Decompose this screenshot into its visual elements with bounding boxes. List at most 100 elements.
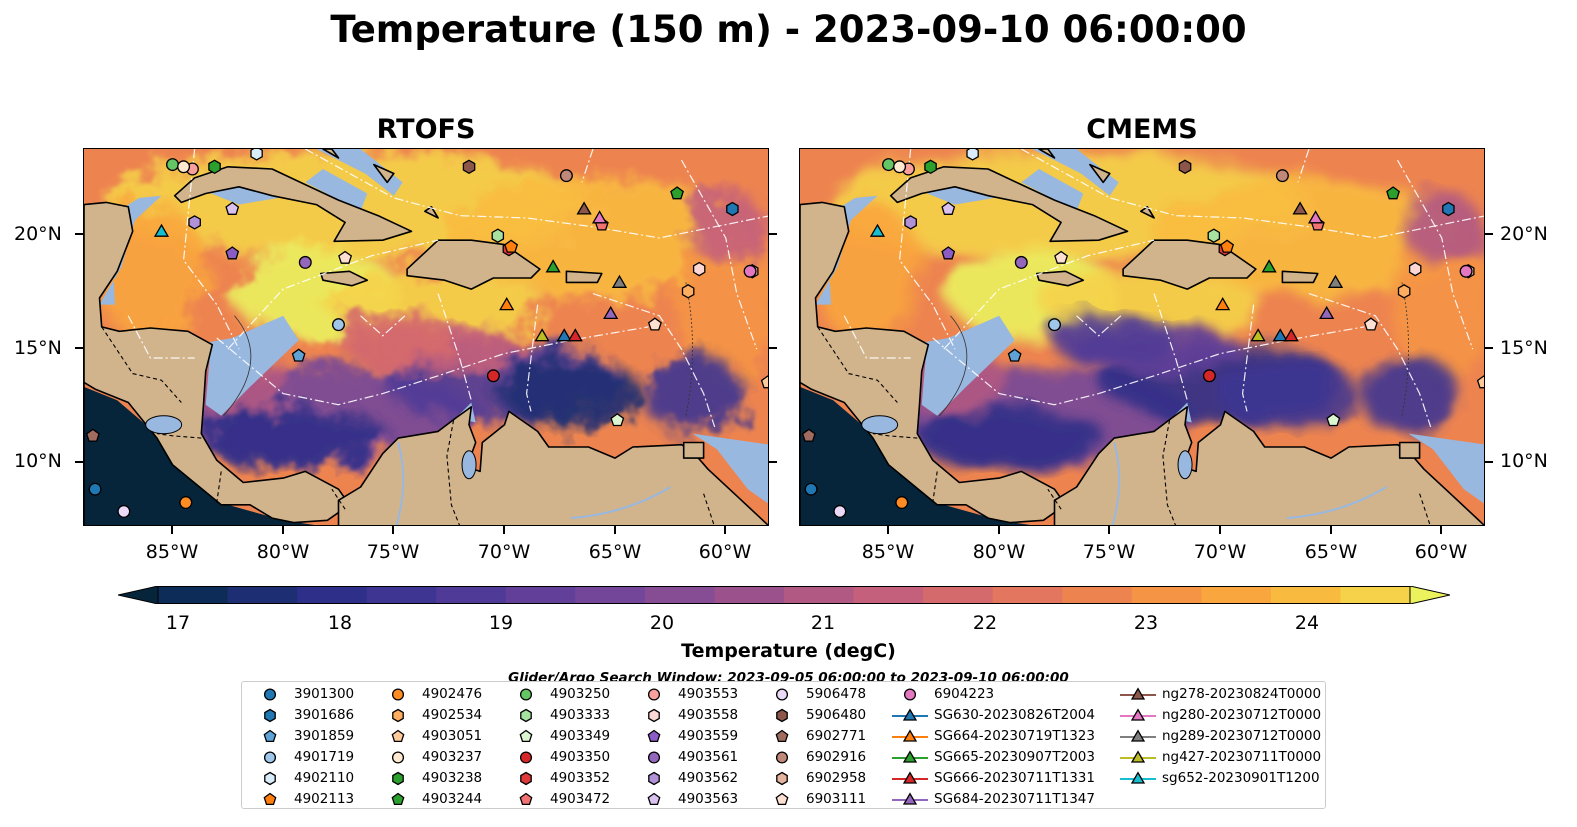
observation-marker[interactable] [869, 223, 886, 237]
observation-marker[interactable] [1272, 328, 1288, 342]
observation-marker[interactable] [804, 482, 818, 496]
observation-marker[interactable] [1459, 264, 1473, 278]
observation-marker[interactable] [188, 215, 201, 230]
map-panel-rtofs[interactable] [83, 148, 769, 526]
observation-marker[interactable] [153, 223, 170, 237]
observation-marker[interactable] [177, 160, 191, 174]
legend-marker[interactable] [902, 750, 918, 763]
observation-marker[interactable] [1054, 250, 1069, 264]
legend-marker[interactable] [647, 729, 661, 743]
legend-marker[interactable] [264, 771, 276, 786]
observation-marker[interactable] [904, 215, 917, 230]
legend-marker[interactable] [264, 708, 276, 723]
observation-marker[interactable] [85, 428, 100, 442]
legend-marker[interactable] [775, 792, 789, 806]
observation-marker[interactable] [504, 239, 519, 253]
observation-marker[interactable] [567, 328, 583, 342]
observation-marker[interactable] [338, 250, 353, 264]
observation-marker[interactable] [1326, 412, 1341, 427]
legend-marker[interactable] [391, 729, 405, 743]
legend-marker[interactable] [902, 708, 918, 721]
observation-marker[interactable] [1047, 318, 1061, 332]
legend-marker[interactable] [775, 729, 789, 743]
observation-marker[interactable] [534, 328, 550, 342]
observation-marker[interactable] [499, 296, 515, 311]
observation-marker[interactable] [88, 482, 102, 496]
legend-marker[interactable] [902, 792, 918, 805]
legend-marker[interactable] [519, 792, 533, 806]
observation-marker[interactable] [491, 228, 505, 243]
legend-marker[interactable] [519, 688, 533, 701]
observation-marker[interactable] [1363, 317, 1378, 331]
legend-marker[interactable] [902, 771, 918, 784]
observation-marker[interactable] [1261, 259, 1277, 273]
legend-marker[interactable] [519, 729, 533, 743]
observation-marker[interactable] [576, 201, 592, 215]
observation-marker[interactable] [882, 158, 896, 172]
observation-marker[interactable] [1275, 169, 1289, 183]
observation-marker[interactable] [670, 186, 684, 200]
legend-marker[interactable] [1130, 729, 1146, 742]
observation-marker[interactable] [1307, 210, 1324, 224]
observation-marker[interactable] [331, 318, 345, 332]
observation-marker[interactable] [801, 428, 816, 442]
observation-marker[interactable] [1207, 228, 1221, 243]
legend-marker[interactable] [392, 708, 404, 723]
observation-marker[interactable] [1283, 328, 1299, 342]
legend-marker[interactable] [263, 792, 277, 806]
observation-marker[interactable] [743, 264, 757, 278]
observation-marker[interactable] [559, 169, 573, 183]
observation-marker[interactable] [1292, 201, 1308, 215]
observation-marker[interactable] [1014, 255, 1028, 269]
legend-marker[interactable] [392, 771, 404, 786]
observation-marker[interactable] [1202, 369, 1216, 383]
legend-marker[interactable] [647, 792, 661, 806]
legend-marker[interactable] [519, 751, 533, 764]
observation-marker[interactable] [298, 255, 312, 269]
observation-marker[interactable] [833, 504, 847, 518]
observation-marker[interactable] [692, 261, 706, 277]
observation-marker[interactable] [893, 160, 907, 174]
observation-marker[interactable] [462, 159, 476, 175]
observation-marker[interactable] [941, 246, 956, 260]
observation-marker[interactable] [225, 246, 240, 260]
legend-marker[interactable] [647, 688, 661, 701]
legend-marker[interactable] [391, 751, 405, 764]
observation-marker[interactable] [726, 201, 739, 217]
observation-marker[interactable] [1178, 159, 1192, 175]
observation-marker[interactable] [545, 259, 561, 273]
legend-marker[interactable] [1130, 750, 1146, 763]
observation-marker[interactable] [1408, 261, 1422, 277]
legend-marker[interactable] [776, 708, 788, 723]
legend-marker[interactable] [775, 751, 789, 764]
legend-marker[interactable] [391, 688, 405, 701]
observation-marker[interactable] [1327, 274, 1344, 288]
legend-marker[interactable] [263, 751, 277, 764]
observation-marker[interactable] [610, 412, 625, 427]
observation-marker[interactable] [1319, 305, 1335, 320]
observation-marker[interactable] [1442, 201, 1455, 217]
observation-marker[interactable] [1386, 186, 1400, 200]
observation-marker[interactable] [556, 328, 572, 342]
observation-marker[interactable] [966, 149, 979, 161]
map-panel-cmems[interactable] [799, 148, 1485, 526]
observation-marker[interactable] [291, 348, 306, 362]
observation-marker[interactable] [166, 158, 180, 172]
legend-marker[interactable] [647, 751, 661, 764]
legend-marker[interactable] [1130, 708, 1146, 721]
observation-marker[interactable] [1220, 239, 1235, 253]
legend-marker[interactable] [903, 688, 917, 701]
observation-marker[interactable] [647, 317, 662, 331]
observation-marker[interactable] [179, 496, 193, 510]
observation-marker[interactable] [1215, 296, 1231, 311]
observation-marker[interactable] [591, 210, 608, 224]
observation-marker[interactable] [941, 201, 956, 215]
observation-marker[interactable] [1397, 284, 1411, 299]
legend-marker[interactable] [263, 729, 277, 743]
observation-marker[interactable] [1476, 375, 1485, 389]
observation-marker[interactable] [603, 305, 619, 320]
legend-marker[interactable] [263, 688, 277, 701]
observation-marker[interactable] [250, 149, 263, 161]
legend-marker[interactable] [776, 771, 788, 786]
legend-marker[interactable] [648, 708, 660, 723]
